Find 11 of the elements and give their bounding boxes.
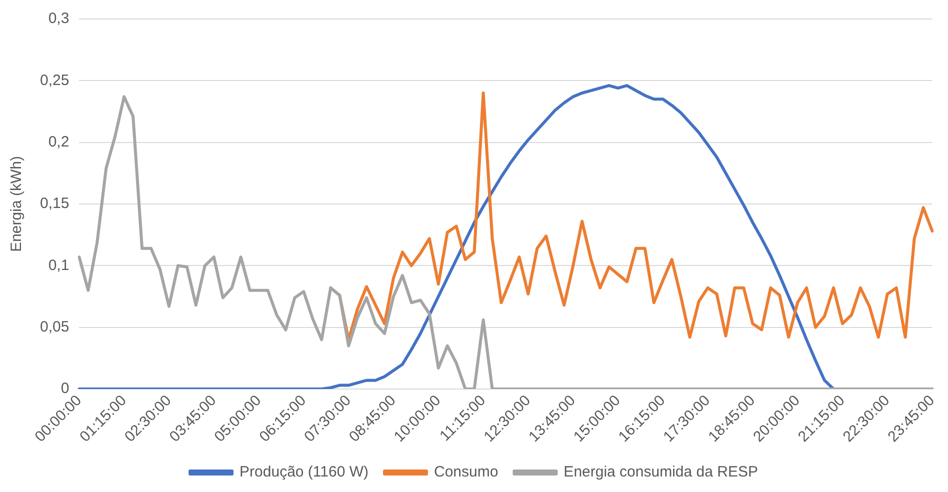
y-tick-label: 0,05 [40,318,70,336]
y-tick-label: 0,1 [48,256,70,274]
legend-label: Consumo [434,464,498,481]
y-tick-label: 0,25 [40,72,70,89]
y-axis-title: Energia (kWh) [8,156,26,252]
legend-label: Produção (1160 W) [240,464,368,481]
y-tick-label: 0,15 [40,195,70,212]
y-tick-label: 0,3 [48,10,70,28]
legend-label: Energia consumida da RESP [564,464,758,481]
y-tick-label: 0 [60,380,70,398]
y-tick-label: 0,2 [48,133,70,150]
